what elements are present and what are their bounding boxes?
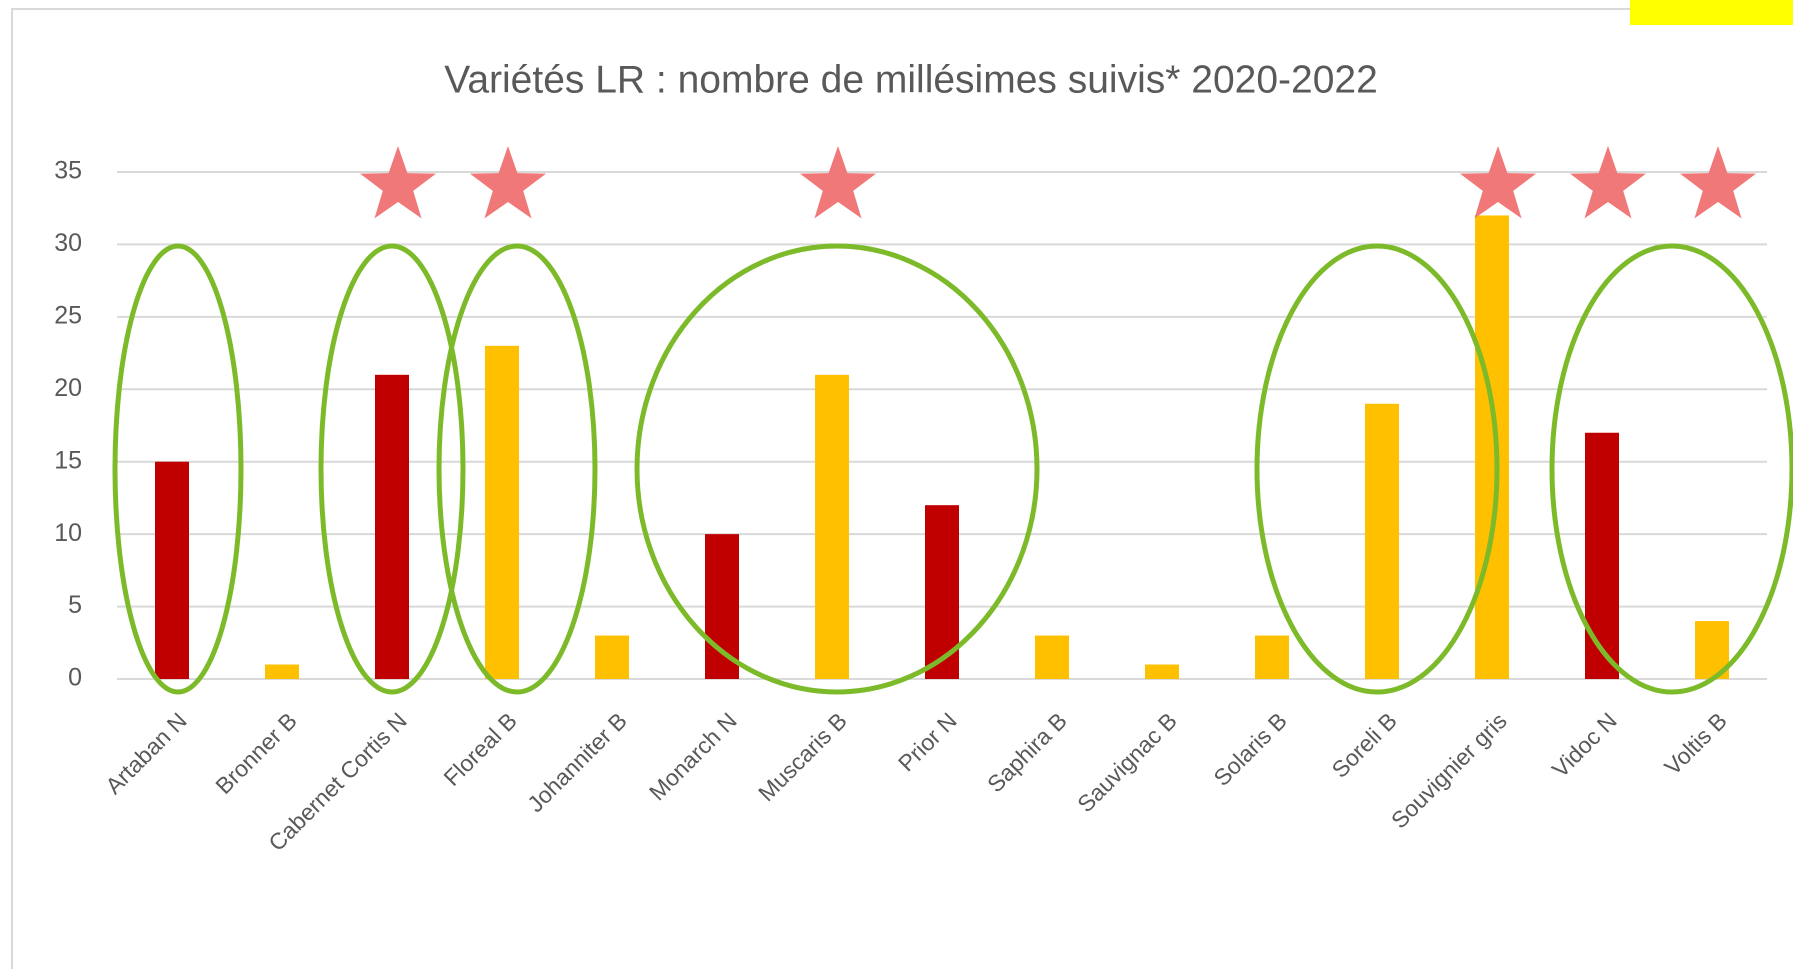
- star: [360, 146, 436, 219]
- x-tick-label: Soreli B: [1326, 707, 1401, 782]
- x-tick-label: Bronner B: [210, 707, 302, 799]
- bar: [375, 374, 409, 679]
- bar: [1145, 664, 1179, 679]
- x-tick-label: Artaban N: [100, 707, 192, 799]
- bar: [1255, 635, 1289, 679]
- x-tick-label: Sauvignac B: [1072, 707, 1182, 817]
- x-tick-label: Floreal B: [438, 707, 521, 790]
- x-tick-label: Vidoc N: [1547, 707, 1622, 782]
- star: [1460, 146, 1536, 219]
- y-tick-label: 35: [54, 157, 82, 185]
- x-tick-label: Johanniter B: [522, 707, 632, 817]
- bar: [595, 635, 629, 679]
- highlight-ellipse: [318, 243, 466, 695]
- bar: [705, 534, 739, 679]
- star: [1570, 146, 1646, 219]
- highlight-box: [1630, 0, 1793, 25]
- bar: [1475, 215, 1509, 679]
- highlight-ellipse: [112, 243, 244, 695]
- x-tick-label: Saphira B: [982, 707, 1072, 797]
- bar: [1035, 635, 1069, 679]
- y-tick-label: 0: [68, 664, 82, 692]
- highlight-ellipse: [1254, 243, 1500, 695]
- star: [470, 146, 546, 219]
- highlight-ellipse: [634, 243, 1040, 695]
- x-tick-label: Monarch N: [644, 707, 742, 805]
- y-tick-label: 5: [68, 591, 82, 619]
- chart-title: Variétés LR : nombre de millésimes suivi…: [444, 58, 1378, 101]
- bar: [265, 664, 299, 679]
- x-tick-label: Souvignier gris: [1386, 707, 1512, 833]
- bar: [1365, 403, 1399, 679]
- y-tick-label: 20: [54, 374, 82, 402]
- y-tick-label: 30: [54, 229, 82, 257]
- x-tick-label: Muscaris B: [753, 707, 852, 806]
- x-tick-label: Solaris B: [1208, 707, 1291, 790]
- highlight-ellipse: [436, 243, 598, 695]
- bar: [155, 461, 189, 679]
- chart-frame: [11, 8, 1793, 969]
- bar: [815, 374, 849, 679]
- star: [1680, 146, 1756, 219]
- star: [800, 146, 876, 219]
- y-tick-label: 10: [54, 519, 82, 547]
- y-tick-label: 15: [54, 446, 82, 474]
- bar: [485, 345, 519, 679]
- x-tick-label: Prior N: [893, 707, 962, 776]
- bar: [1585, 432, 1619, 679]
- y-tick-label: 25: [54, 301, 82, 329]
- x-tick-label: Voltis B: [1659, 707, 1732, 780]
- highlight-ellipse: [1549, 243, 1793, 695]
